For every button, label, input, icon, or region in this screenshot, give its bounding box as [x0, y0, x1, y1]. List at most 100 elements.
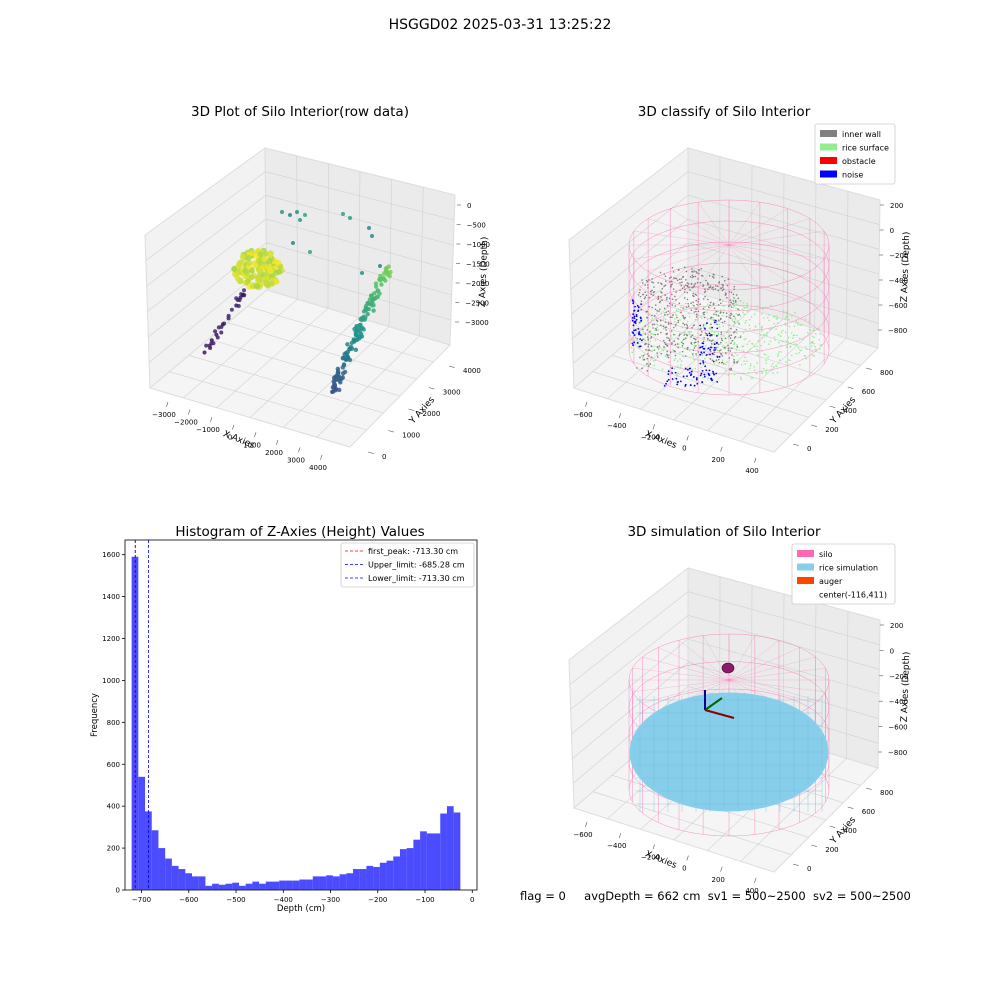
panel2-wall-point — [693, 270, 695, 272]
panel2-wall-point — [680, 311, 682, 314]
panel1-point — [303, 213, 307, 217]
panel2-wall-point — [682, 314, 684, 317]
panel2-rice-point — [773, 316, 775, 318]
panel2-rice-point — [706, 318, 709, 321]
panel4-title: 3D simulation of Silo Interior — [627, 524, 821, 540]
panel1-xlabel: X Axies — [221, 429, 256, 451]
panel2-rice-point — [765, 371, 768, 374]
panel2-rice-point — [760, 344, 762, 347]
panel4-z-tick-label: 0 — [890, 647, 894, 655]
panel2-wall-point — [651, 278, 653, 280]
panel2-wall-point — [704, 288, 706, 290]
panel2-wall-point — [688, 286, 690, 289]
panel2-rice-point — [745, 319, 747, 322]
panel2-wall-point — [729, 304, 731, 306]
panel2-wall-point — [681, 287, 684, 290]
panel2-wall-point — [665, 298, 668, 301]
histogram-bar — [285, 880, 293, 890]
panel2-wall-point — [673, 350, 675, 352]
panel2-rice-point — [700, 366, 702, 369]
panel2-wall-point — [734, 330, 736, 333]
panel2-wall-point — [721, 339, 723, 342]
panel2-rice-point — [719, 309, 722, 311]
histogram-bar — [252, 881, 260, 890]
panel2-rice-point — [673, 367, 676, 370]
panel2-rice-point — [750, 363, 752, 365]
panel2-wall-point — [663, 341, 666, 344]
panel2-wall-point — [711, 275, 714, 278]
panel2-rice-point — [735, 332, 738, 334]
panel2-rice-point — [746, 360, 748, 363]
panel2-wall-point — [654, 314, 656, 317]
panel2-rice-point — [742, 372, 745, 375]
panel2-wall-point — [684, 288, 686, 291]
panel4-y-tick-label: 800 — [880, 789, 893, 797]
panel2-rice-point — [726, 330, 729, 332]
panel2-wall-point — [738, 323, 740, 325]
panel4-x-tick-label: −400 — [607, 842, 626, 850]
panel2-wall-point — [698, 268, 700, 271]
histogram-bar — [279, 880, 286, 890]
panel2-wall-point — [735, 294, 738, 296]
panel1-point — [262, 250, 269, 257]
panel2-wall-point — [702, 307, 705, 310]
panel2-wall-point — [692, 349, 695, 352]
panel2-wall-point — [709, 317, 712, 319]
panel1-point — [375, 294, 381, 299]
panel2-zlabel: Z Axies (Depth) — [900, 232, 912, 303]
panel1-point — [291, 241, 295, 245]
panel2-rice-point — [668, 311, 671, 314]
panel2-rice-point — [643, 353, 646, 356]
panel2-noise-point — [695, 378, 698, 381]
panel2-wall-point — [733, 297, 735, 299]
panel2-wall-point — [691, 334, 694, 336]
panel2-wall-point — [684, 284, 687, 287]
panel2-wall-point — [709, 286, 712, 289]
panel2-wall-point — [718, 361, 721, 364]
panel2-wall-point — [662, 325, 665, 328]
panel2-wall-point — [691, 326, 693, 329]
histogram-ytick-label: 400 — [107, 803, 120, 811]
panel2-rice-point — [735, 307, 737, 310]
panel2-rice-point — [705, 344, 707, 347]
panel2-wall-point — [708, 275, 711, 277]
panel2-wall-point — [715, 359, 718, 361]
panel2-wall-point — [670, 322, 673, 325]
panel1-point — [388, 269, 393, 275]
histogram-ytick-label: 800 — [107, 719, 120, 727]
panel2-noise-point — [706, 334, 709, 337]
panel2-noise-point — [671, 378, 674, 380]
panel2-noise-point — [632, 313, 635, 316]
panel2-y-tick-label: 400 — [844, 407, 857, 415]
histogram-bar — [205, 885, 213, 890]
panel2-x-tick-label: −200 — [641, 433, 660, 441]
histogram-bar — [165, 858, 172, 890]
panel2-wall-point — [731, 347, 733, 350]
panel2-rice-point — [777, 353, 779, 355]
panel2-wall-point — [714, 288, 717, 290]
panel2-wall-point — [713, 274, 715, 276]
panel2-rice-point — [744, 363, 747, 365]
histogram-ytick-label: 1000 — [102, 677, 120, 685]
panel2-wall-point — [673, 340, 676, 342]
panel2-rice-point — [641, 334, 644, 337]
panel2-wall-point — [699, 303, 702, 305]
panel2-rice-point — [682, 355, 684, 358]
panel2-rice-point — [707, 303, 709, 305]
panel2-wall-point — [639, 289, 641, 291]
panel2-wall-point — [658, 310, 660, 313]
panel4-3d-axes: −600 −400 −200 0 200 400 0 200 400 600 800 200 0 −200… — [568, 543, 912, 895]
panel2-noise-point — [640, 339, 643, 342]
panel2-rice-point — [643, 338, 646, 340]
panel4-legend-label: silo — [819, 550, 833, 559]
panel2-wall-point — [732, 300, 735, 302]
panel2-rice-point — [702, 363, 705, 365]
panel2-rice-point — [728, 348, 731, 350]
panel2-wall-point — [738, 313, 741, 316]
panel2-rice-point — [697, 332, 699, 335]
panel2-rice-point — [635, 328, 638, 330]
panel2-wall-point — [714, 285, 717, 287]
panel2-wall-point — [737, 297, 740, 300]
panel2-wall-point — [642, 338, 644, 340]
panel2-wall-point — [651, 324, 654, 326]
